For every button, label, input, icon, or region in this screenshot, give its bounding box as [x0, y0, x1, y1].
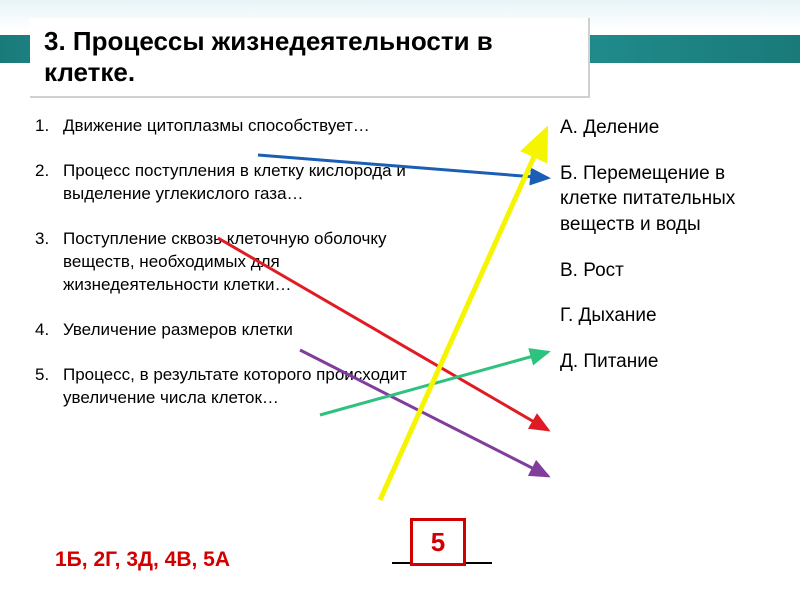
answer-option: Д. Питание: [560, 349, 780, 375]
questions-list: Движение цитоплазмы способствует… Процес…: [35, 115, 415, 431]
slide-title: 3. Процессы жизнедеятельности в клетке.: [44, 26, 574, 88]
score-value: 5: [431, 527, 445, 558]
answer-option: А. Деление: [560, 115, 780, 141]
answer-option: Б. Перемещение в клетке питательных веще…: [560, 161, 780, 238]
question-item: Движение цитоплазмы способствует…: [35, 115, 415, 138]
score-box: 5: [410, 518, 466, 566]
question-item: Увеличение размеров клетки: [35, 319, 415, 342]
answers-list: А. Деление Б. Перемещение в клетке питат…: [560, 115, 780, 394]
question-item: Поступление сквозь клеточную оболочку ве…: [35, 228, 415, 297]
answer-option: Г. Дыхание: [560, 303, 780, 329]
question-item: Процесс поступления в клетку кислорода и…: [35, 160, 415, 206]
slide-title-box: 3. Процессы жизнедеятельности в клетке.: [30, 18, 590, 98]
question-item: Процесс, в результате которого происходи…: [35, 364, 415, 410]
answer-option: В. Рост: [560, 258, 780, 284]
answer-key: 1Б, 2Г, 3Д, 4В, 5А: [55, 548, 230, 572]
